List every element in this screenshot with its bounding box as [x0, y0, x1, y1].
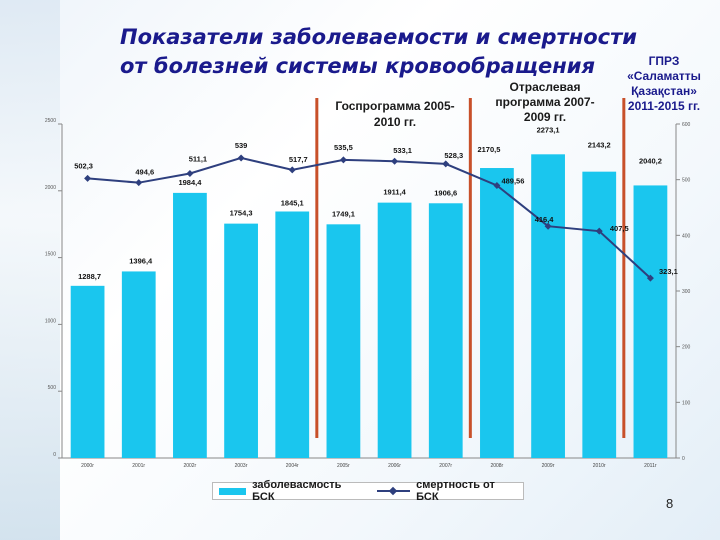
line-point [237, 154, 245, 162]
bar-value-label: 1906,6 [434, 188, 457, 197]
mortality-line [87, 156, 652, 279]
line-value-label: 323,1 [659, 267, 678, 276]
category-tick-label: 2000г [81, 463, 94, 469]
category-tick-label: 2001г [132, 463, 145, 469]
line-value-label: 528,3 [444, 151, 463, 160]
bar [70, 285, 105, 458]
line-value-label: 517,7 [289, 155, 308, 164]
category-tick-label: 2006г [388, 463, 401, 469]
bar-value-label: 1749,1 [332, 209, 355, 218]
line-value-label: 407,5 [610, 224, 629, 233]
gprz-name: «Саламатты Қазақстан» [627, 69, 701, 98]
line-value-label: 535,5 [334, 143, 353, 152]
bar-value-label: 2273,1 [537, 125, 560, 134]
bar [275, 211, 310, 458]
bar [582, 171, 617, 458]
line-value-label: 416,4 [535, 215, 555, 224]
gosprogramma-label: Госпрограмма 2005-2010 гг. [335, 99, 455, 129]
category-tick-label: 2003г [235, 463, 248, 469]
line-point [442, 160, 450, 168]
bar [633, 185, 668, 459]
line-point [186, 169, 194, 177]
chart-legend: заболевасмость БСК смертность от БСК [212, 479, 524, 503]
legend-line-swatch [377, 486, 411, 496]
line-value-label: 533,1 [393, 146, 412, 155]
gprz-label: ГПРЗ «Саламатты Қазақстан» 2011-2015 гг. [610, 54, 718, 114]
category-tick-label: 2004г [286, 463, 299, 469]
line-point [646, 274, 654, 282]
line-point [135, 179, 143, 187]
category-tick-label: 2005г [337, 463, 350, 469]
line-value-label: 489,56 [501, 176, 524, 185]
page-title: Показатели заболеваемости и смертности о… [120, 24, 710, 79]
bar-value-label: 1754,3 [230, 209, 253, 218]
bar [173, 192, 207, 458]
legend-line-label: смертность от БСК [416, 479, 495, 503]
bar [224, 223, 258, 458]
line-value-label: 494,6 [135, 168, 154, 177]
right-tick-label: 300 [682, 289, 691, 295]
bar-value-label: 1911,4 [383, 188, 406, 197]
left-tick-label: 1000 [45, 318, 56, 324]
bar [377, 202, 412, 458]
otraslevaya-label: Отраслевая программа 2007-2009 гг. [495, 80, 595, 124]
right-tick-label: 200 [682, 345, 691, 351]
line-point [391, 157, 399, 165]
left-tick-label: 2000 [45, 185, 56, 191]
left-tick-label: 1500 [45, 252, 56, 258]
line-point [544, 222, 552, 230]
bar-value-label: 2040,2 [639, 156, 662, 165]
legend-bar-label: заболевасмость БСК [252, 479, 342, 503]
right-tick-label: 0 [682, 456, 685, 462]
bar-value-label: 1396,4 [129, 256, 153, 265]
title-line-2: от болезней системы кровообращения [120, 54, 595, 78]
legend-bar-swatch [219, 487, 247, 495]
left-tick-label: 0 [53, 452, 56, 458]
line-value-label: 511,1 [189, 154, 207, 163]
category-tick-label: 2009г [542, 463, 555, 469]
left-tick-label: 2500 [45, 118, 56, 124]
line-point [595, 227, 603, 235]
right-tick-label: 500 [682, 178, 691, 184]
background-decoration [0, 0, 60, 540]
left-tick-label: 500 [48, 385, 57, 391]
category-tick-label: 2008г [490, 463, 503, 469]
category-tick-label: 2007г [439, 463, 452, 469]
bar-value-label: 2170,5 [477, 145, 500, 154]
bar [531, 154, 565, 458]
line-point [84, 174, 92, 182]
line-point [493, 181, 501, 189]
bar [428, 203, 463, 458]
bar-value-label: 1288,7 [78, 272, 101, 281]
bar-value-label: 1845,1 [281, 198, 304, 207]
line-value-label: 539 [235, 141, 248, 150]
bar-value-label: 1984,4 [178, 178, 202, 187]
bar-value-label: 2143,2 [588, 141, 611, 150]
right-tick-label: 400 [682, 233, 691, 239]
page-number: 8 [666, 496, 674, 511]
line-point [288, 166, 296, 174]
right-tick-label: 600 [682, 122, 691, 128]
gprz-years: 2011-2015 гг. [627, 99, 701, 113]
line-value-label: 502,3 [74, 161, 93, 170]
category-tick-label: 2011г [644, 463, 657, 469]
bar [121, 271, 156, 458]
right-tick-label: 100 [682, 400, 691, 406]
gprz-title: ГПРЗ [648, 54, 680, 68]
title-line-1: Показатели заболеваемости и смертности [120, 25, 638, 49]
bar [326, 224, 361, 458]
category-tick-label: 2002г [183, 463, 196, 469]
bar [480, 168, 514, 459]
category-tick-label: 2010г [593, 463, 606, 469]
line-point [339, 156, 347, 164]
